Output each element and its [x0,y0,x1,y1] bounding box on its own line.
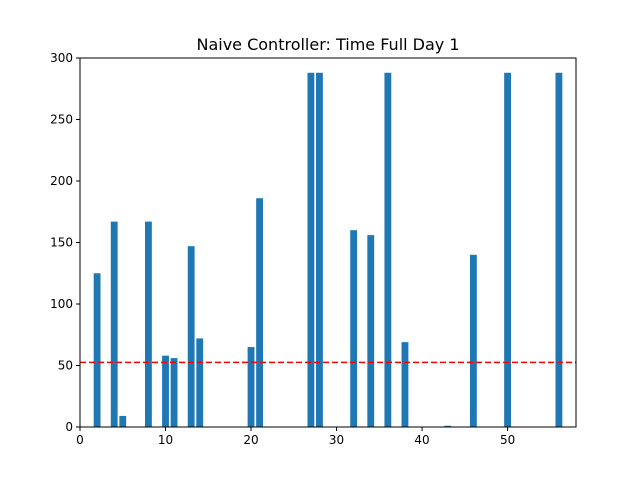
x-tick-label: 0 [76,433,84,447]
y-tick-label: 0 [65,420,73,434]
x-tick-label: 10 [158,433,173,447]
bar [316,72,323,427]
bar [469,254,477,427]
bar [256,198,264,427]
bar [555,72,563,427]
y-tick-label: 50 [58,359,73,373]
y-tick-label: 300 [50,51,73,65]
y-tick-label: 100 [50,297,73,311]
bar [187,246,195,427]
y-tick-label: 200 [50,174,73,188]
bar [170,358,178,427]
axes-group: 0 10 20 30 40 50 0 50 100 150 200 250 300 [50,51,577,447]
bars-group [93,72,563,427]
plot-frame [79,57,577,428]
x-tick-label: 40 [414,433,429,447]
bar [401,342,409,427]
bar [384,72,392,427]
bar [162,355,169,427]
bar [307,72,315,427]
x-tick-label: 30 [329,433,344,447]
bar [367,235,375,427]
bar [196,338,204,427]
x-tick-label: 50 [500,433,515,447]
bar [110,221,118,427]
chart-title: Naive Controller: Time Full Day 1 [196,35,459,54]
x-tick-label: 20 [243,433,258,447]
bar [93,273,101,427]
y-tick-label: 250 [50,113,73,127]
y-tick-label: 150 [50,236,73,250]
bar [247,347,255,427]
bar [350,230,358,427]
bar [444,425,452,427]
bar [144,221,152,427]
bar [119,415,127,427]
bar [504,72,512,427]
